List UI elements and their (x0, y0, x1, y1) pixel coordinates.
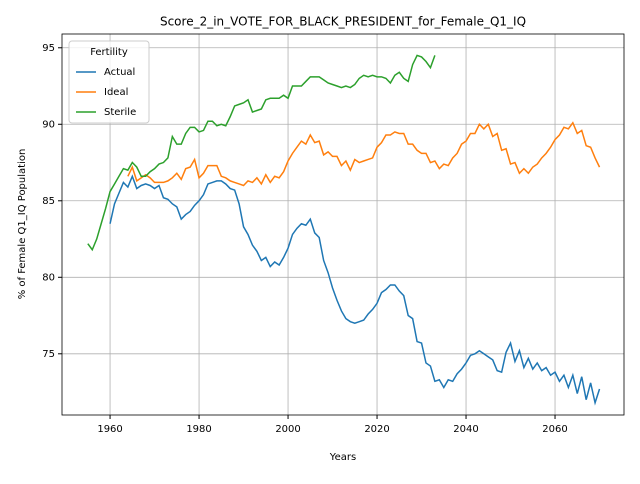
y-tick-label: 75 (42, 349, 55, 360)
y-tick-label: 80 (42, 272, 55, 283)
legend-title: Fertility (90, 47, 128, 58)
x-tick-label: 2020 (364, 424, 389, 435)
line-series (109, 174, 601, 406)
x-tick-label: 1960 (97, 424, 122, 435)
plot-frame (61, 33, 625, 416)
y-tick-label: 90 (42, 119, 55, 130)
x-tick-label: 2060 (542, 424, 567, 435)
x-tick-label: 1980 (186, 424, 211, 435)
y-tick-label: 85 (42, 196, 55, 207)
chart-title: Score_2_in_VOTE_FOR_BLACK_PRESIDENT_for_… (160, 15, 526, 29)
legend-box (68, 40, 150, 124)
legend-label: Ideal (104, 87, 128, 98)
line-series (87, 54, 436, 252)
x-tick-label: 2040 (453, 424, 478, 435)
legend-label: Sterile (104, 107, 136, 118)
y-tick-label: 95 (42, 43, 55, 54)
y-axis-label: % of Female Q1_IQ Population (17, 149, 28, 300)
legend-label: Actual (104, 67, 135, 78)
x-tick-label: 2000 (275, 424, 300, 435)
x-axis-label: Years (329, 452, 356, 463)
line-series (127, 121, 601, 187)
